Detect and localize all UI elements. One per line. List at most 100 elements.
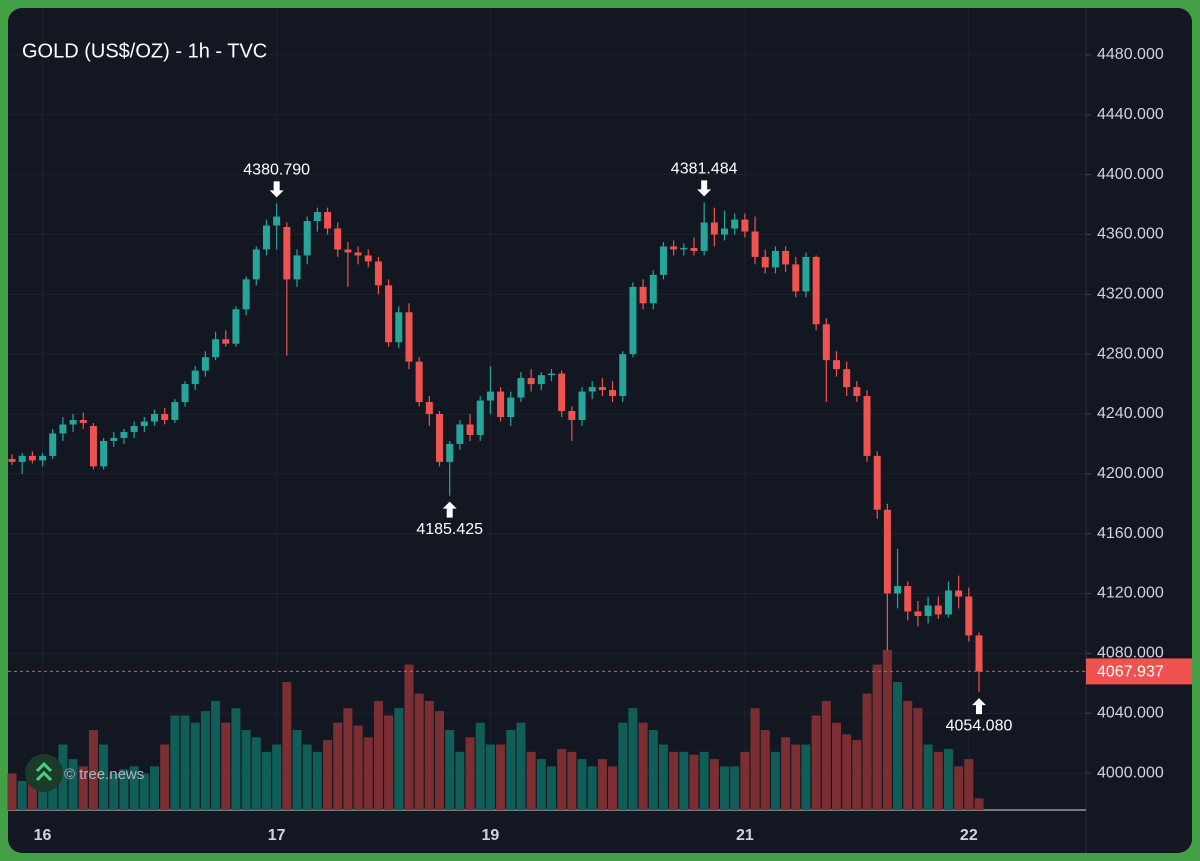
candle-body	[619, 354, 627, 397]
volume-bar	[139, 773, 149, 810]
volume-bar	[353, 725, 363, 810]
volume-bar	[394, 708, 404, 810]
candle-body	[527, 378, 535, 385]
volume-bar	[669, 751, 679, 810]
annotation-label: 4185.425	[416, 521, 483, 538]
volume-bar	[801, 744, 811, 810]
annotation-label: 4054.080	[946, 717, 1013, 734]
chart-title: GOLD (US$/OZ) - 1h - TVC	[22, 40, 267, 62]
volume-bar	[312, 751, 322, 810]
candle-body	[670, 246, 678, 250]
volume-bar	[831, 722, 841, 810]
y-tick-label: 4440.000	[1097, 106, 1164, 123]
volume-bar	[872, 664, 882, 810]
volume-bar	[27, 778, 37, 810]
volume-bar	[699, 751, 709, 810]
volume-bar	[740, 751, 750, 810]
volume-bar	[781, 737, 791, 810]
candle-body	[395, 312, 403, 343]
x-tick-label: 19	[482, 827, 500, 844]
candle-body	[79, 419, 87, 423]
candle-body	[680, 247, 688, 250]
candle-body	[273, 216, 281, 226]
candle-body	[873, 455, 881, 510]
candle-body	[324, 212, 332, 229]
volume-bar	[546, 766, 556, 810]
candle-body	[364, 255, 372, 262]
volume-bar	[750, 708, 760, 810]
volume-bar	[526, 751, 536, 810]
candle-body	[690, 247, 698, 251]
candle-body	[191, 370, 199, 385]
candle-body	[751, 231, 759, 257]
volume-bar	[648, 730, 658, 810]
candle-body	[649, 274, 657, 304]
candle-body	[405, 312, 413, 362]
candle-body	[69, 419, 77, 425]
volume-bar	[913, 708, 923, 810]
volume-bar	[597, 759, 607, 810]
candle-body	[262, 225, 270, 250]
candle-body	[822, 324, 830, 361]
volume-bar	[628, 708, 638, 810]
annotation-arrow	[269, 181, 284, 198]
volume-bar	[150, 766, 160, 810]
volume-bar	[88, 730, 98, 810]
volume-bar	[445, 730, 455, 810]
volume-bar	[618, 722, 628, 810]
x-tick-label: 16	[34, 827, 52, 844]
volume-bar	[38, 780, 48, 810]
candle-body	[924, 605, 932, 616]
candle-body	[914, 611, 922, 616]
volume-bar	[109, 773, 119, 810]
volume-bar	[709, 759, 719, 810]
candle-body	[242, 279, 250, 310]
candle-body	[49, 433, 57, 456]
annotation-arrow	[697, 180, 712, 197]
candle-body	[354, 252, 362, 256]
volume-bar	[821, 700, 831, 810]
candle-body	[28, 455, 36, 461]
logo-mark	[35, 761, 53, 782]
volume-bar	[811, 715, 821, 810]
candle-body	[792, 264, 800, 292]
candle-body	[151, 414, 159, 422]
candle-body	[568, 411, 576, 420]
volume-bar	[302, 744, 312, 810]
volume-bar	[557, 748, 567, 810]
candle-body	[425, 402, 433, 415]
candle-body	[507, 397, 515, 418]
volume-bar	[730, 766, 740, 810]
candle-body	[761, 256, 769, 268]
candle-body	[741, 219, 749, 232]
annotation-arrow	[972, 698, 986, 715]
candle-body	[89, 425, 97, 467]
candle-body	[130, 425, 138, 432]
candle-body	[486, 391, 494, 401]
volume-bar	[567, 751, 577, 810]
candle-body	[181, 384, 189, 403]
candle-body	[18, 455, 26, 462]
panel	[8, 8, 1192, 853]
volume-bar	[424, 700, 434, 810]
volume-bar	[384, 715, 394, 810]
volume-bar	[17, 780, 27, 810]
volume-bar	[658, 744, 668, 810]
candle-body	[517, 378, 525, 398]
candle-body	[232, 309, 240, 344]
candle-body	[385, 285, 393, 343]
y-tick-label: 4160.000	[1097, 525, 1164, 542]
annotation-label: 4381.484	[671, 161, 738, 178]
volume-bar	[862, 693, 872, 810]
candle-body	[446, 443, 454, 462]
y-tick-label: 4040.000	[1097, 704, 1164, 721]
candle-layer	[8, 202, 983, 693]
volume-bar	[78, 766, 88, 810]
volume-bar	[455, 751, 465, 810]
volume-bar	[119, 769, 129, 810]
candle-body	[771, 250, 779, 268]
volume-bar	[506, 730, 516, 810]
volume-bar	[231, 708, 241, 810]
candle-body	[598, 387, 606, 391]
